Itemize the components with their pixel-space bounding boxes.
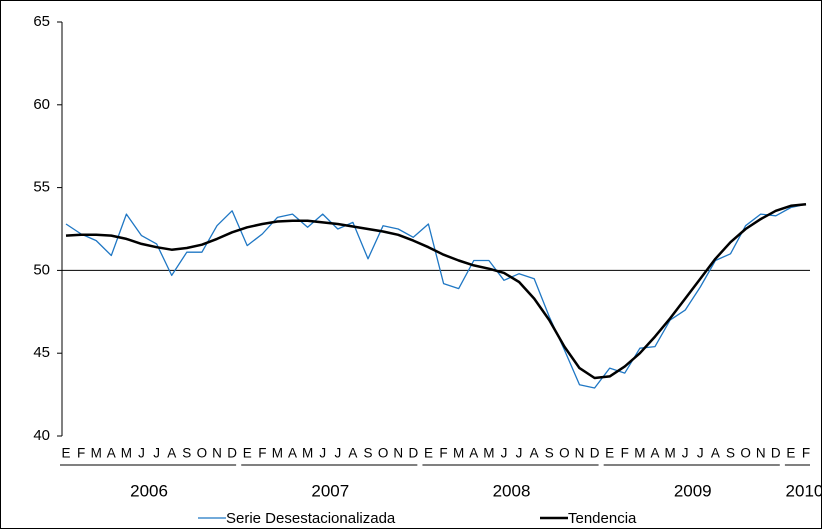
x-tick-label: J bbox=[334, 446, 341, 461]
y-tick-label: 65 bbox=[33, 13, 50, 30]
x-tick-label: F bbox=[802, 446, 810, 461]
x-tick-label: D bbox=[590, 446, 600, 461]
y-tick-label: 50 bbox=[33, 261, 50, 278]
x-tick-label: O bbox=[559, 446, 570, 461]
y-tick-label: 60 bbox=[33, 96, 50, 113]
x-tick-label: M bbox=[483, 446, 494, 461]
year-label: 2006 bbox=[130, 481, 168, 500]
x-tick-label: J bbox=[501, 446, 508, 461]
x-tick-label: E bbox=[605, 446, 614, 461]
x-tick-label: M bbox=[121, 446, 132, 461]
x-tick-label: J bbox=[682, 446, 689, 461]
x-tick-label: J bbox=[153, 446, 160, 461]
x-tick-label: M bbox=[664, 446, 675, 461]
x-tick-label: S bbox=[364, 446, 373, 461]
x-tick-label: N bbox=[575, 446, 585, 461]
x-tick-label: D bbox=[771, 446, 781, 461]
x-tick-label: A bbox=[711, 446, 720, 461]
x-tick-label: S bbox=[726, 446, 735, 461]
x-tick-label: F bbox=[439, 446, 447, 461]
x-tick-label: A bbox=[650, 446, 659, 461]
x-tick-label: J bbox=[516, 446, 523, 461]
year-label: 2009 bbox=[674, 481, 712, 500]
x-tick-label: E bbox=[786, 446, 795, 461]
y-tick-label: 55 bbox=[33, 179, 50, 196]
x-tick-label: J bbox=[319, 446, 326, 461]
year-label: 2007 bbox=[311, 481, 349, 500]
x-tick-label: S bbox=[545, 446, 554, 461]
x-tick-label: O bbox=[740, 446, 751, 461]
year-label: 2008 bbox=[493, 481, 531, 500]
legend-label: Tendencia bbox=[568, 510, 637, 527]
x-tick-label: M bbox=[453, 446, 464, 461]
x-tick-label: D bbox=[408, 446, 418, 461]
x-tick-label: A bbox=[530, 446, 539, 461]
x-tick-label: A bbox=[288, 446, 297, 461]
x-tick-label: M bbox=[302, 446, 313, 461]
x-tick-label: N bbox=[393, 446, 403, 461]
x-tick-label: J bbox=[138, 446, 145, 461]
series-line bbox=[65, 202, 807, 380]
x-tick-label: S bbox=[182, 446, 191, 461]
series-line bbox=[65, 203, 807, 389]
x-tick-label: E bbox=[424, 446, 433, 461]
y-tick-label: 45 bbox=[33, 344, 50, 361]
x-tick-label: E bbox=[243, 446, 252, 461]
x-tick-label: F bbox=[258, 446, 266, 461]
x-tick-label: O bbox=[197, 446, 208, 461]
x-tick-label: A bbox=[348, 446, 357, 461]
x-tick-label: M bbox=[272, 446, 283, 461]
x-tick-label: M bbox=[91, 446, 102, 461]
x-tick-label: J bbox=[697, 446, 704, 461]
x-tick-label: A bbox=[107, 446, 116, 461]
x-tick-label: D bbox=[227, 446, 237, 461]
x-tick-label: F bbox=[621, 446, 629, 461]
x-tick-label: F bbox=[77, 446, 85, 461]
x-tick-label: O bbox=[378, 446, 389, 461]
x-tick-label: N bbox=[756, 446, 766, 461]
x-tick-label: N bbox=[212, 446, 222, 461]
x-tick-label: A bbox=[469, 446, 478, 461]
year-label: 2010 bbox=[786, 481, 822, 500]
x-tick-label: A bbox=[167, 446, 176, 461]
x-tick-label: E bbox=[61, 446, 70, 461]
x-tick-label: M bbox=[634, 446, 645, 461]
legend-label: Serie Desestacionalizada bbox=[226, 510, 396, 527]
y-tick-label: 40 bbox=[33, 427, 50, 444]
